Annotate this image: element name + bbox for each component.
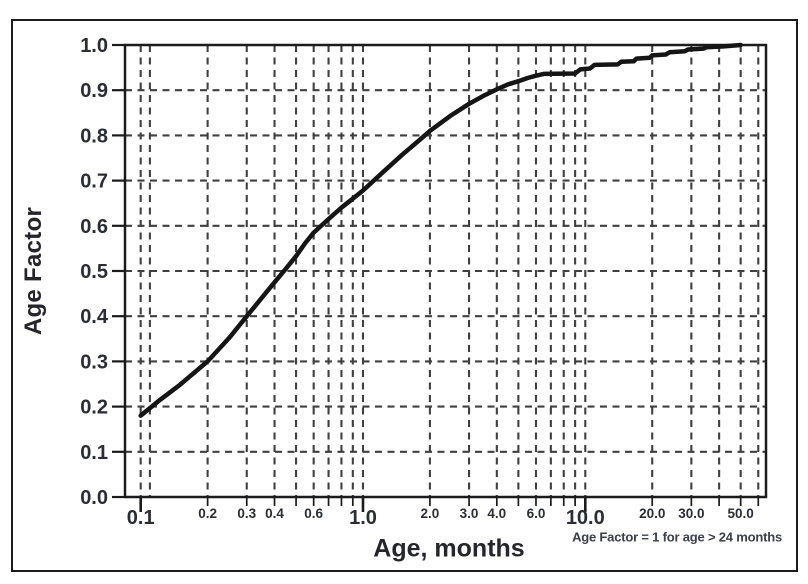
y-tick-label: 0.0: [80, 487, 108, 509]
x-tick-label: 1.0: [349, 507, 377, 529]
x-tick-label: 0.1: [127, 507, 155, 529]
x-tick-label: 30.0: [678, 506, 704, 521]
y-tick-label: 0.8: [80, 125, 108, 147]
plot-border: [123, 43, 768, 499]
annotation-age-factor-note: Age Factor = 1 for age > 24 months: [572, 529, 782, 545]
x-tick-label: 10.0: [566, 507, 605, 529]
y-axis-label: Age Factor: [20, 206, 47, 336]
x-tick-label: 0.2: [198, 506, 217, 521]
y-tick-label: 0.2: [80, 397, 108, 419]
y-tick-label: 1.0: [80, 35, 108, 57]
x-tick-label: 0.4: [265, 506, 284, 521]
y-tick-label: 0.9: [80, 80, 108, 102]
y-tick-label: 0.6: [80, 216, 108, 238]
y-tick-label: 0.5: [80, 261, 108, 283]
x-tick-label: 2.0: [421, 506, 440, 521]
y-tick-label: 0.7: [80, 171, 108, 193]
x-tick-label: 6.0: [527, 506, 546, 521]
age-factor-curve: [138, 42, 743, 418]
y-tick-label: 0.4: [80, 306, 109, 328]
x-tick-label: 20.0: [639, 506, 665, 521]
x-tick-label: 50.0: [728, 506, 754, 521]
figure-frame: [11, 19, 798, 572]
y-tick-label: 0.3: [80, 351, 108, 373]
x-tick-label: 3.0: [460, 506, 479, 521]
x-tick-label: 0.6: [304, 506, 323, 521]
x-axis-label: Age, months: [373, 534, 525, 563]
x-tick-label: 4.0: [487, 506, 506, 521]
y-tick-label: 0.1: [80, 442, 108, 464]
x-tick-label: 0.3: [237, 506, 256, 521]
